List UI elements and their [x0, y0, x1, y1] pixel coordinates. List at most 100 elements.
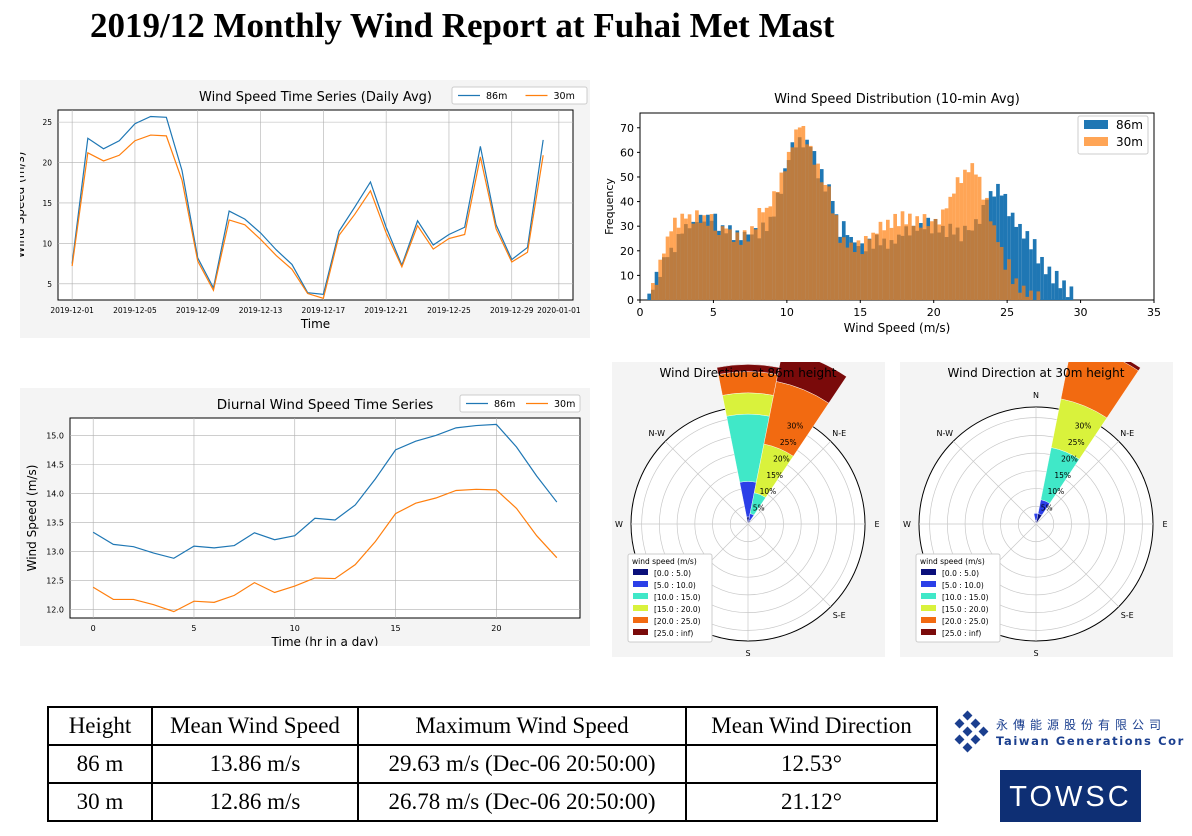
histogram-bar: [1040, 256, 1044, 300]
legend-swatch: [921, 593, 936, 599]
legend-label: [20.0 : 25.0): [942, 617, 989, 626]
cell-mean-direction: 21.12°: [685, 782, 938, 822]
histogram-bar: [698, 222, 703, 300]
x-tick-label: 35: [1147, 306, 1161, 319]
y-tick-label: 13.0: [46, 547, 64, 556]
legend-box: [451, 86, 588, 105]
histogram-bar: [1010, 284, 1015, 300]
y-tick-label: 12.0: [46, 605, 64, 614]
histogram-bar: [1032, 239, 1037, 300]
legend-swatch: [921, 569, 936, 575]
histogram-bar: [1051, 283, 1055, 300]
y-tick-label: 14.5: [46, 460, 64, 469]
cell-mean-speed: 13.86 m/s: [151, 744, 359, 784]
legend-label: 30m: [554, 91, 575, 102]
diurnal-chart: 12.0 12.5 13.0 13.5 14.0 14.5 15.0 0 5 10 15 20 Diur…: [25, 394, 581, 649]
chart-title: Diurnal Wind Speed Time Series: [217, 397, 434, 413]
histogram-bar: [845, 247, 850, 300]
header-mean-speed: Mean Wind Speed: [151, 706, 359, 746]
rose-30m-panel: NN-EES-ESS-WWN-W5%10%15%20%25%30%Wind Di…: [900, 339, 1173, 658]
legend-label: [25.0 : inf): [654, 629, 693, 638]
page-title: 2019/12 Monthly Wind Report at Fuhai Met…: [90, 6, 835, 45]
histogram-bar: [977, 176, 982, 300]
histogram-bar: [691, 223, 696, 300]
rose-86m-panel: NN-EES-ESS-WWN-W5%10%15%20%25%30%Wind Di…: [612, 349, 885, 658]
taiwan-generations-logo: 永傳能源股份有限公司 Taiwan Generations Corp.: [950, 710, 1192, 756]
x-tick-label: 2020-01-01: [537, 306, 581, 315]
histogram-bar: [1036, 291, 1041, 300]
x-tick-label: 2019-12-25: [427, 306, 471, 315]
histogram-bar: [823, 184, 828, 300]
ring-label: 25%: [1068, 438, 1085, 447]
legend-label: 30m: [1116, 135, 1143, 149]
histogram-bar: [863, 236, 868, 300]
legend-swatch: [921, 629, 936, 635]
histogram-bar: [1058, 288, 1063, 300]
compass-label: E: [874, 520, 879, 529]
ring-label: 15%: [1054, 471, 1071, 480]
y-tick-label: 40: [620, 196, 634, 209]
cell-height: 86 m: [47, 744, 153, 784]
compass-label: N-E: [832, 429, 846, 438]
table-header-row: Height Mean Wind Speed Maximum Wind Spee…: [47, 706, 938, 746]
rose-spoke: [953, 441, 1037, 525]
ring-label: 10%: [760, 487, 777, 496]
chart-title: Wind Direction at 30m height: [948, 366, 1125, 380]
histogram-bar: [874, 233, 879, 300]
histogram-bar: [966, 172, 971, 300]
histogram-bar: [1069, 286, 1074, 300]
rose-spoke: [1035, 441, 1119, 525]
x-tick-label: 25: [1000, 306, 1014, 319]
histogram-bar: [647, 293, 652, 300]
histogram-bar: [654, 284, 659, 300]
x-tick-label: 2019-12-29: [490, 306, 534, 315]
histogram-bar: [1007, 216, 1011, 300]
histogram-bar: [893, 213, 897, 300]
histogram-bar: [695, 210, 699, 300]
legend-swatch: [921, 581, 936, 587]
histogram-bar: [687, 214, 692, 300]
legend-label: 30m: [554, 399, 575, 410]
company-name-cn: 永傳能源股份有限公司: [996, 718, 1166, 732]
histogram-bar: [941, 209, 945, 300]
histogram-bar: [1018, 223, 1022, 300]
histogram-bar: [786, 151, 791, 300]
histogram-bar: [1018, 292, 1022, 300]
histogram-bar: [812, 164, 817, 300]
histogram-bar: [669, 231, 674, 300]
histogram-bar: [1054, 270, 1059, 300]
legend-box: [459, 394, 581, 413]
taiwan-generations-icon: 永傳能源股份有限公司 Taiwan Generations Corp.: [954, 710, 1192, 753]
rose-spoke: [665, 441, 749, 525]
legend-label: [5.0 : 10.0): [942, 581, 984, 590]
x-tick-label: 2019-12-09: [176, 306, 220, 315]
x-tick-label: 10: [780, 306, 794, 319]
histogram-bar: [658, 259, 663, 300]
legend-box: [915, 553, 1001, 643]
histogram-bar: [926, 226, 931, 300]
histogram-bar: [1043, 274, 1048, 300]
chart-title: Wind Speed Time Series (Daily Avg): [199, 90, 432, 105]
rose-spoke: [747, 441, 831, 525]
legend-label: [15.0 : 20.0): [654, 605, 701, 614]
histogram-bar: [797, 127, 802, 301]
histogram-bar: [717, 235, 721, 300]
plot-area: [69, 417, 581, 619]
compass-label: N-W: [937, 429, 954, 438]
y-tick-label: 15.0: [46, 431, 64, 440]
y-tick-label: 20: [42, 159, 52, 168]
x-axis-label: Wind Speed (m/s): [844, 321, 951, 335]
cell-max-speed: 26.78 m/s (Dec-06 20:50:00): [357, 782, 687, 822]
y-axis-label: Wind Speed (m/s): [20, 152, 27, 259]
histogram-bar: [827, 186, 831, 300]
histogram-bar: [1065, 297, 1070, 300]
towsc-logo: TOWSC: [1000, 770, 1141, 822]
histogram-bar: [955, 177, 960, 300]
histogram-bar: [897, 226, 901, 300]
histogram-bar: [702, 215, 707, 300]
histogram-bar: [885, 219, 890, 300]
histogram-bar: [1025, 296, 1030, 300]
legend-label: [0.0 : 5.0): [942, 569, 979, 578]
histogram-bar: [933, 218, 938, 300]
legend-label: [15.0 : 20.0): [942, 605, 989, 614]
